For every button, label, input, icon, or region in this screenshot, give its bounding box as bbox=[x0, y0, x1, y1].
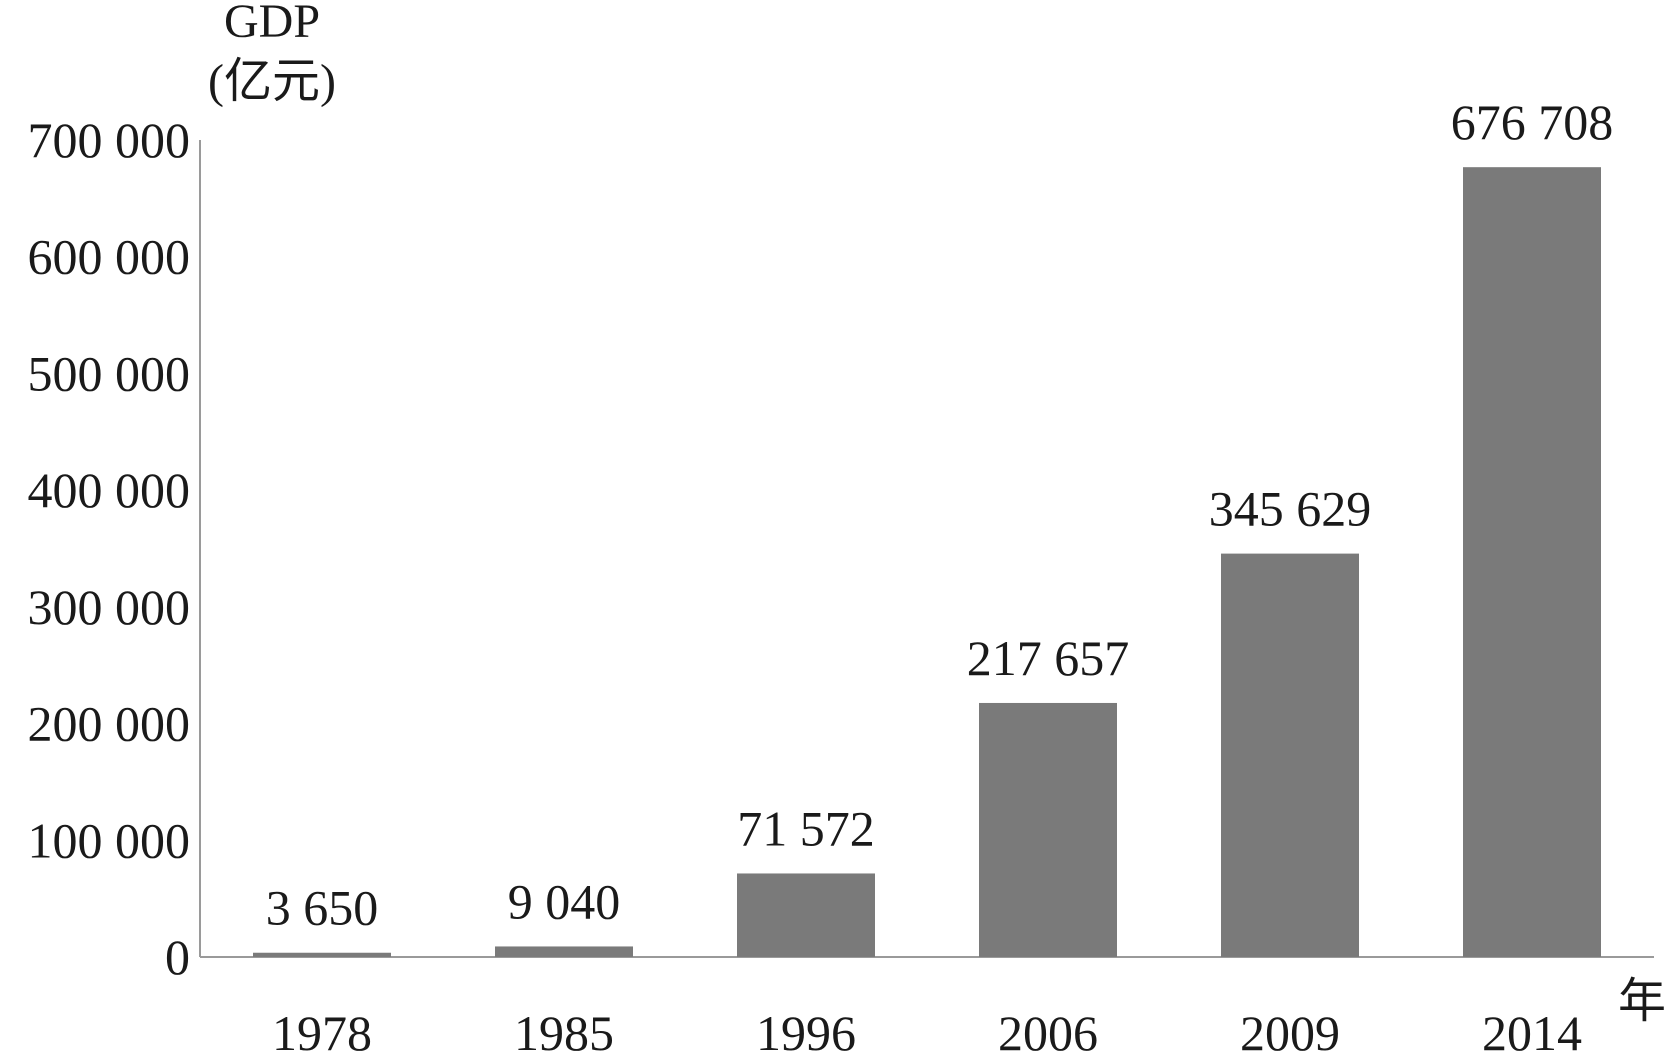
y-tick-label: 200 000 bbox=[28, 696, 191, 752]
bar-2014 bbox=[1463, 167, 1601, 958]
bar-1978 bbox=[253, 952, 391, 957]
x-axis-title: 年 bbox=[1618, 975, 1666, 1028]
x-tick-label: 2006 bbox=[998, 1005, 1098, 1053]
x-tick-label: 2009 bbox=[1240, 1005, 1340, 1053]
value-label: 3 650 bbox=[266, 880, 379, 936]
x-tick-label: 2014 bbox=[1482, 1005, 1582, 1053]
category-label-group: 1978 1985 1996 2006 2009 2014 bbox=[272, 1005, 1582, 1053]
bar-2009 bbox=[1221, 553, 1359, 957]
value-label: 71 572 bbox=[737, 800, 875, 856]
y-tick-label: 700 000 bbox=[28, 112, 191, 168]
y-axis-title-line2: (亿元) bbox=[208, 55, 336, 108]
x-tick-label: 1978 bbox=[272, 1005, 372, 1053]
y-tick-label: 400 000 bbox=[28, 462, 191, 518]
y-tick-label: 0 bbox=[165, 929, 190, 985]
value-label: 676 708 bbox=[1451, 94, 1614, 150]
bar-1996 bbox=[737, 873, 875, 957]
bar-1985 bbox=[495, 946, 633, 957]
value-label-group: 3 650 9 040 71 572 217 657 345 629 676 708 bbox=[266, 94, 1614, 936]
value-label: 345 629 bbox=[1209, 481, 1372, 537]
bar-2006 bbox=[979, 702, 1117, 957]
bar-group bbox=[253, 167, 1601, 958]
y-tick-label: 300 000 bbox=[28, 579, 191, 635]
y-tick-label: 500 000 bbox=[28, 345, 191, 401]
y-axis-title-line1: GDP bbox=[224, 0, 320, 48]
x-tick-label: 1996 bbox=[756, 1005, 856, 1053]
y-tick-label: 100 000 bbox=[28, 812, 191, 868]
x-tick-label: 1985 bbox=[514, 1005, 614, 1053]
value-label: 9 040 bbox=[508, 873, 621, 929]
y-tick-labels: 0 100 000 200 000 300 000 400 000 500 000 600 … bbox=[28, 112, 191, 985]
value-label: 217 657 bbox=[967, 630, 1130, 686]
y-tick-label: 600 000 bbox=[28, 229, 191, 285]
